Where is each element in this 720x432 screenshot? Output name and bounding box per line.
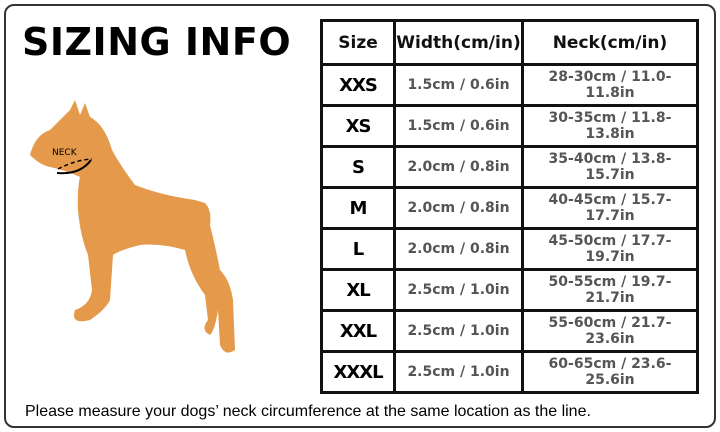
size-cell: XXL [320,309,396,353]
width-cell: 1.5cm / 0.6in [393,104,524,148]
table-row: XXL 2.5cm / 1.0in 55-60cm / 21.7-23.6in [320,309,699,353]
neck-cell: 50-55cm / 19.7-21.7in [521,268,699,312]
width-cell: 2.5cm / 1.0in [393,309,524,353]
width-cell: 2.5cm / 1.0in [393,268,524,312]
dog-silhouette [30,100,235,353]
size-cell: XXS [320,63,396,107]
width-cell: 2.0cm / 0.8in [393,227,524,271]
dog-illustration: NECK [30,100,235,353]
width-cell: 1.5cm / 0.6in [393,63,524,107]
width-cell: 2.0cm / 0.8in [393,186,524,230]
neck-cell: 30-35cm / 11.8-13.8in [521,104,699,148]
neck-cell: 45-50cm / 17.7-19.7in [521,227,699,271]
header-size: Size [320,19,396,66]
size-cell: XS [320,104,396,148]
table-row: L 2.0cm / 0.8in 45-50cm / 17.7-19.7in [320,227,699,271]
size-cell: XXXL [320,350,396,394]
frame [4,4,716,428]
neck-dashed-line [57,158,93,170]
neck-label: NECK [52,148,78,158]
table-row: XS 1.5cm / 0.6in 30-35cm / 11.8-13.8in [320,104,699,148]
table-row: S 2.0cm / 0.8in 35-40cm / 13.8-15.7in [320,145,699,189]
table-header-row: Size Width(cm/in) Neck(cm/in) [320,19,699,66]
neck-cell: 60-65cm / 23.6-25.6in [521,350,699,394]
table-row: XL 2.5cm / 1.0in 50-55cm / 19.7-21.7in [320,268,699,312]
header-neck: Neck(cm/in) [521,19,699,66]
size-cell: M [320,186,396,230]
table-row: XXS 1.5cm / 0.6in 28-30cm / 11.0-11.8in [320,63,699,107]
size-table: Size Width(cm/in) Neck(cm/in) XXS 1.5cm /… [320,19,699,394]
size-cell: XL [320,268,396,312]
neck-cell: 35-40cm / 13.8-15.7in [521,145,699,189]
measurement-note: Please measure your dogs’ neck circumfer… [25,403,591,420]
table-row: XXXL 2.5cm / 1.0in 60-65cm / 23.6-25.6in [320,350,699,394]
width-cell: 2.0cm / 0.8in [393,145,524,189]
size-cell: L [320,227,396,271]
neck-cell: 40-45cm / 15.7-17.7in [521,186,699,230]
size-cell: S [320,145,396,189]
table-row: M 2.0cm / 0.8in 40-45cm / 15.7-17.7in [320,186,699,230]
width-cell: 2.5cm / 1.0in [393,350,524,394]
neck-cell: 28-30cm / 11.0-11.8in [521,63,699,107]
page-title: SIZING INFO [22,20,292,64]
neck-cell: 55-60cm / 21.7-23.6in [521,309,699,353]
neck-line [56,159,92,175]
header-width: Width(cm/in) [393,19,524,66]
